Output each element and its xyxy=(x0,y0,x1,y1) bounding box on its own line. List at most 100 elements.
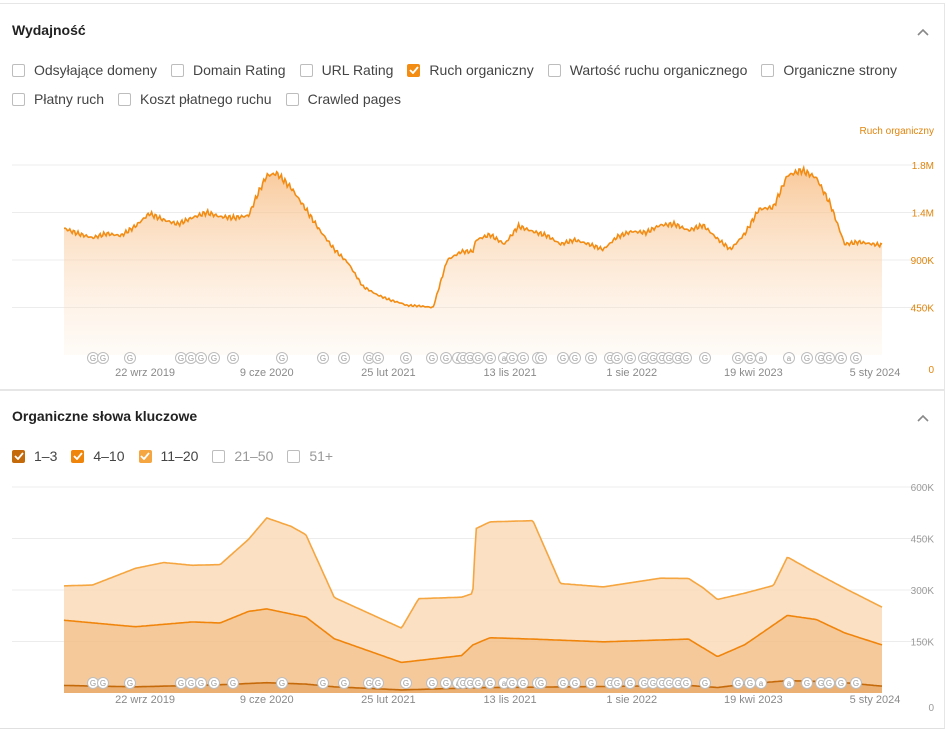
annotation-marker-icon[interactable]: G xyxy=(97,352,109,364)
annotation-marker-icon[interactable]: G xyxy=(585,352,597,364)
annotation-marker-icon[interactable]: G xyxy=(585,677,597,689)
annotation-marker-icon[interactable]: a xyxy=(783,352,795,364)
annotation-marker-icon[interactable]: G xyxy=(835,352,847,364)
checkbox-empty-icon[interactable] xyxy=(285,92,299,106)
annotation-marker-icon[interactable]: G xyxy=(732,352,744,364)
annotation-marker-icon[interactable]: G xyxy=(372,677,384,689)
annotation-marker-icon[interactable]: G xyxy=(732,677,744,689)
annotation-marker-icon[interactable]: G xyxy=(227,352,239,364)
annotation-marker-icon[interactable]: G xyxy=(400,677,412,689)
annotation-marker-icon[interactable]: G xyxy=(276,677,288,689)
annotation-marker-icon[interactable]: G xyxy=(87,352,99,364)
checkbox-empty-icon[interactable] xyxy=(287,449,301,463)
annotation-marker-icon[interactable]: G xyxy=(87,677,99,689)
annotation-marker-icon[interactable]: G xyxy=(801,352,813,364)
checkbox-crawled-pages[interactable]: Crawled pages xyxy=(285,91,401,107)
collapse-performance-chevron-up-icon[interactable] xyxy=(916,24,930,36)
annotation-marker-icon[interactable]: G xyxy=(744,352,756,364)
annotation-marker-icon[interactable]: G xyxy=(472,677,484,689)
annotation-marker-icon[interactable]: G xyxy=(535,352,547,364)
annotation-marker-icon[interactable]: G xyxy=(276,352,288,364)
annotation-marker-icon[interactable]: G xyxy=(744,677,756,689)
annotation-marker-icon[interactable]: G xyxy=(317,352,329,364)
annotation-marker-icon[interactable]: G xyxy=(663,352,675,364)
annotation-marker-icon[interactable]: G xyxy=(517,352,529,364)
annotation-marker-icon[interactable]: G xyxy=(400,352,412,364)
annotation-marker-icon[interactable]: G xyxy=(699,352,711,364)
annotation-marker-icon[interactable]: G xyxy=(124,677,136,689)
checkbox-empty-icon[interactable] xyxy=(12,92,25,106)
series-line-11-20[interactable] xyxy=(63,516,883,629)
checkbox-empty-icon[interactable] xyxy=(761,63,775,77)
series-line-ruch-organiczny[interactable] xyxy=(63,164,883,309)
collapse-keywords-chevron-up-icon[interactable] xyxy=(916,410,930,422)
checkbox-empty-icon[interactable] xyxy=(170,63,184,77)
annotation-marker-icon[interactable]: G xyxy=(484,352,496,364)
annotation-marker-icon[interactable]: G xyxy=(624,677,636,689)
checkbox-p-atny-ruch[interactable]: Płatny ruch xyxy=(12,91,104,107)
series-line-4-10[interactable] xyxy=(63,608,883,664)
annotation-marker-icon[interactable]: G xyxy=(317,677,329,689)
annotation-marker-icon[interactable]: G xyxy=(185,677,197,689)
annotation-marker-icon[interactable]: G xyxy=(850,352,862,364)
checkbox-warto-ruchu-organicznego[interactable]: Wartość ruchu organicznego xyxy=(547,62,747,78)
annotation-marker-icon[interactable]: G xyxy=(506,677,518,689)
annotation-marker-icon[interactable]: G xyxy=(426,352,438,364)
annotation-marker-icon[interactable]: G xyxy=(557,352,569,364)
checkbox-url-rating[interactable]: URL Rating xyxy=(299,62,393,78)
annotation-marker-icon[interactable]: G xyxy=(195,677,207,689)
annotation-marker-icon[interactable]: G xyxy=(208,352,220,364)
annotation-marker-icon[interactable]: G xyxy=(426,677,438,689)
annotation-marker-icon[interactable]: G xyxy=(624,352,636,364)
annotation-marker-icon[interactable]: G xyxy=(124,352,136,364)
checkbox-empty-icon[interactable] xyxy=(547,63,561,77)
annotation-marker-icon[interactable]: a xyxy=(755,677,767,689)
checkbox-51[interactable]: 51+ xyxy=(287,448,333,464)
checkbox-4-10[interactable]: 4–10 xyxy=(71,448,125,464)
annotation-marker-icon[interactable]: G xyxy=(506,352,518,364)
annotation-marker-icon[interactable]: G xyxy=(440,677,452,689)
checkbox-odsy-aj-ce-domeny[interactable]: Odsyłające domeny xyxy=(12,62,157,78)
annotation-marker-icon[interactable]: G xyxy=(175,677,187,689)
checkbox-ruch-organiczny[interactable]: Ruch organiczny xyxy=(407,62,534,78)
annotation-marker-icon[interactable]: G xyxy=(557,677,569,689)
annotation-marker-icon[interactable]: G xyxy=(569,352,581,364)
checkbox-organiczne-strony[interactable]: Organiczne strony xyxy=(761,62,897,78)
checkbox-11-20[interactable]: 11–20 xyxy=(138,448,198,464)
checkbox-koszt-p-atnego-ruchu[interactable]: Koszt płatnego ruchu xyxy=(118,91,272,107)
annotation-marker-icon[interactable]: G xyxy=(823,352,835,364)
annotation-marker-icon[interactable]: G xyxy=(227,677,239,689)
annotation-marker-icon[interactable]: a xyxy=(755,352,767,364)
annotation-marker-icon[interactable]: G xyxy=(638,352,650,364)
checkbox-empty-icon[interactable] xyxy=(299,63,313,77)
annotation-marker-icon[interactable]: G xyxy=(97,677,109,689)
annotation-marker-icon[interactable]: G xyxy=(484,677,496,689)
annotation-marker-icon[interactable]: G xyxy=(680,677,692,689)
annotation-marker-icon[interactable]: G xyxy=(699,677,711,689)
checkbox-21-50[interactable]: 21–50 xyxy=(212,448,273,464)
annotation-marker-icon[interactable]: G xyxy=(338,352,350,364)
checkbox-domain-rating[interactable]: Domain Rating xyxy=(170,62,286,78)
annotation-marker-icon[interactable]: G xyxy=(823,677,835,689)
annotation-marker-icon[interactable]: G xyxy=(611,352,623,364)
annotation-marker-icon[interactable]: G xyxy=(440,352,452,364)
annotation-marker-icon[interactable]: G xyxy=(569,677,581,689)
checkbox-empty-icon[interactable] xyxy=(118,92,132,106)
annotation-marker-icon[interactable]: G xyxy=(801,677,813,689)
annotation-marker-icon[interactable]: G xyxy=(208,677,220,689)
annotation-marker-icon[interactable]: G xyxy=(472,352,484,364)
annotation-marker-icon[interactable]: G xyxy=(835,677,847,689)
annotation-marker-icon[interactable]: G xyxy=(611,677,623,689)
checkbox-empty-icon[interactable] xyxy=(212,449,226,463)
annotation-marker-icon[interactable]: G xyxy=(517,677,529,689)
checkbox-checked-icon[interactable] xyxy=(12,449,25,463)
annotation-marker-icon[interactable]: G xyxy=(663,677,675,689)
checkbox-1-3[interactable]: 1–3 xyxy=(12,448,57,464)
annotation-marker-icon[interactable]: G xyxy=(195,352,207,364)
annotation-marker-icon[interactable]: G xyxy=(185,352,197,364)
annotation-marker-icon[interactable]: a xyxy=(783,677,795,689)
annotation-marker-icon[interactable]: G xyxy=(175,352,187,364)
checkbox-checked-icon[interactable] xyxy=(71,449,85,463)
annotation-marker-icon[interactable]: G xyxy=(535,677,547,689)
annotation-marker-icon[interactable]: G xyxy=(680,352,692,364)
